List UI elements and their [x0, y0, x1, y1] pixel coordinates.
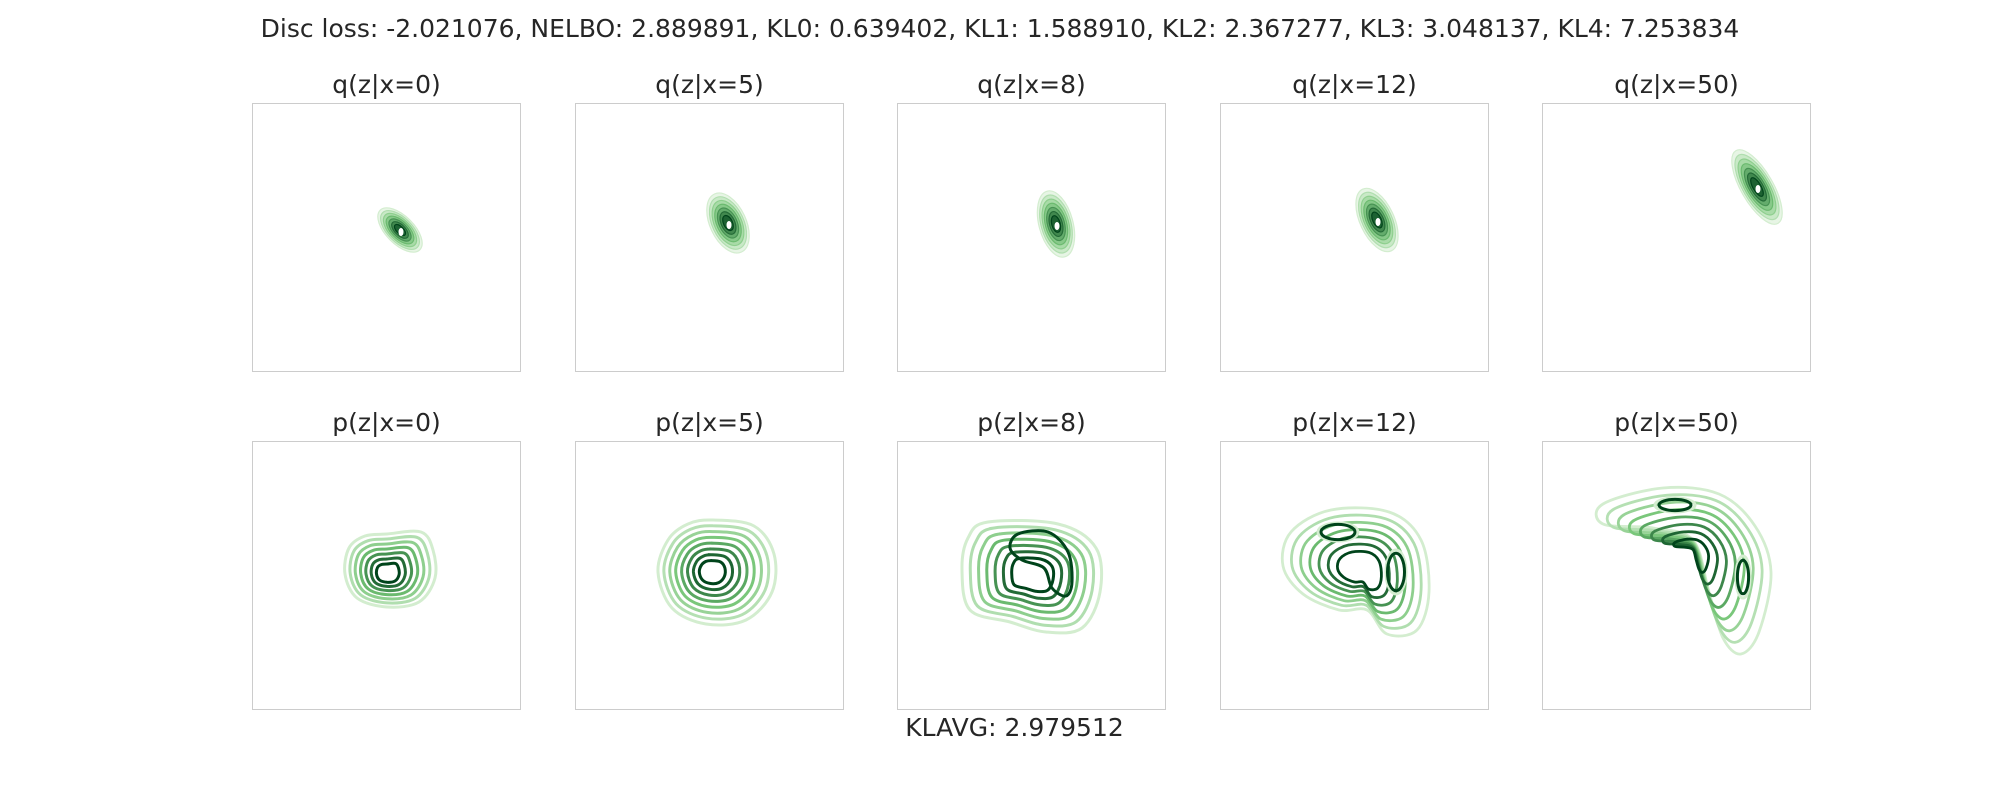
panel-title-q-x50: q(z|x=50)	[1614, 70, 1739, 99]
contour-line	[1672, 537, 1710, 574]
contour-panel-p-x50	[1542, 441, 1811, 710]
contour-line	[1010, 556, 1056, 594]
panel-title-p-x5: p(z|x=5)	[655, 408, 764, 437]
density-hole	[1755, 185, 1761, 193]
contour-line	[691, 553, 735, 592]
contour-line	[697, 559, 727, 586]
density-hole	[398, 228, 404, 236]
panel-title-p-x8: p(z|x=8)	[977, 408, 1086, 437]
density-hole	[1375, 218, 1381, 226]
contour-line	[353, 540, 426, 601]
density-hole	[1054, 222, 1060, 230]
contour-line	[968, 525, 1096, 628]
contour-line	[680, 541, 749, 603]
contour-panel-p-x12	[1220, 441, 1489, 710]
contour-line	[343, 529, 438, 609]
contour-line	[656, 518, 778, 627]
contour-line	[993, 543, 1072, 607]
contour-line	[1317, 535, 1399, 607]
contour-line	[1280, 506, 1431, 638]
contour-line	[977, 531, 1088, 621]
contour-panel-q-x8	[897, 103, 1166, 372]
contour-line	[1001, 550, 1064, 601]
contour-line	[1319, 522, 1357, 542]
panel-title-q-x0: q(z|x=0)	[332, 70, 441, 99]
contour-panel-q-x12	[1220, 103, 1489, 372]
panel-title-q-x8: q(z|x=8)	[977, 70, 1086, 99]
panel-title-p-x0: p(z|x=0)	[332, 408, 441, 437]
contour-line	[369, 556, 407, 588]
contour-panel-q-x5	[575, 103, 844, 372]
contour-line	[374, 561, 401, 584]
contour-line	[1386, 551, 1406, 593]
density-hole	[726, 221, 732, 229]
contour-line	[1616, 500, 1755, 633]
contour-line	[364, 551, 414, 593]
contour-line	[1299, 520, 1415, 623]
kl-average-label: KLAVG: 2.979512	[905, 713, 1124, 742]
contour-line	[1657, 497, 1693, 513]
contour-line	[1290, 513, 1423, 630]
contour-line	[685, 547, 742, 597]
contour-line	[960, 518, 1104, 635]
panel-title-p-x12: p(z|x=12)	[1292, 408, 1417, 437]
contour-line	[668, 530, 763, 615]
contour-line	[1335, 549, 1383, 592]
contour-panel-p-x8	[897, 441, 1166, 710]
contour-panel-q-x0	[252, 103, 521, 372]
contour-line	[1735, 558, 1751, 596]
contour-panel-p-x0	[252, 441, 521, 710]
contour-line	[1008, 529, 1074, 598]
panel-title-p-x50: p(z|x=50)	[1614, 408, 1739, 437]
contour-line	[1326, 542, 1391, 599]
contour-line	[1308, 528, 1407, 615]
contour-line	[674, 535, 756, 609]
panel-title-q-x5: q(z|x=5)	[655, 70, 764, 99]
contour-line	[348, 534, 432, 605]
contour-line	[359, 545, 420, 597]
contour-line	[1661, 530, 1719, 586]
contour-line	[1638, 515, 1737, 609]
contour-panel-p-x5	[575, 441, 844, 710]
contour-line	[662, 524, 771, 621]
contour-line	[1594, 485, 1773, 656]
contour-panel-q-x50	[1542, 103, 1811, 372]
figure-title: Disc loss: -2.021076, NELBO: 2.889891, K…	[260, 14, 1740, 43]
panel-title-q-x12: q(z|x=12)	[1292, 70, 1417, 99]
